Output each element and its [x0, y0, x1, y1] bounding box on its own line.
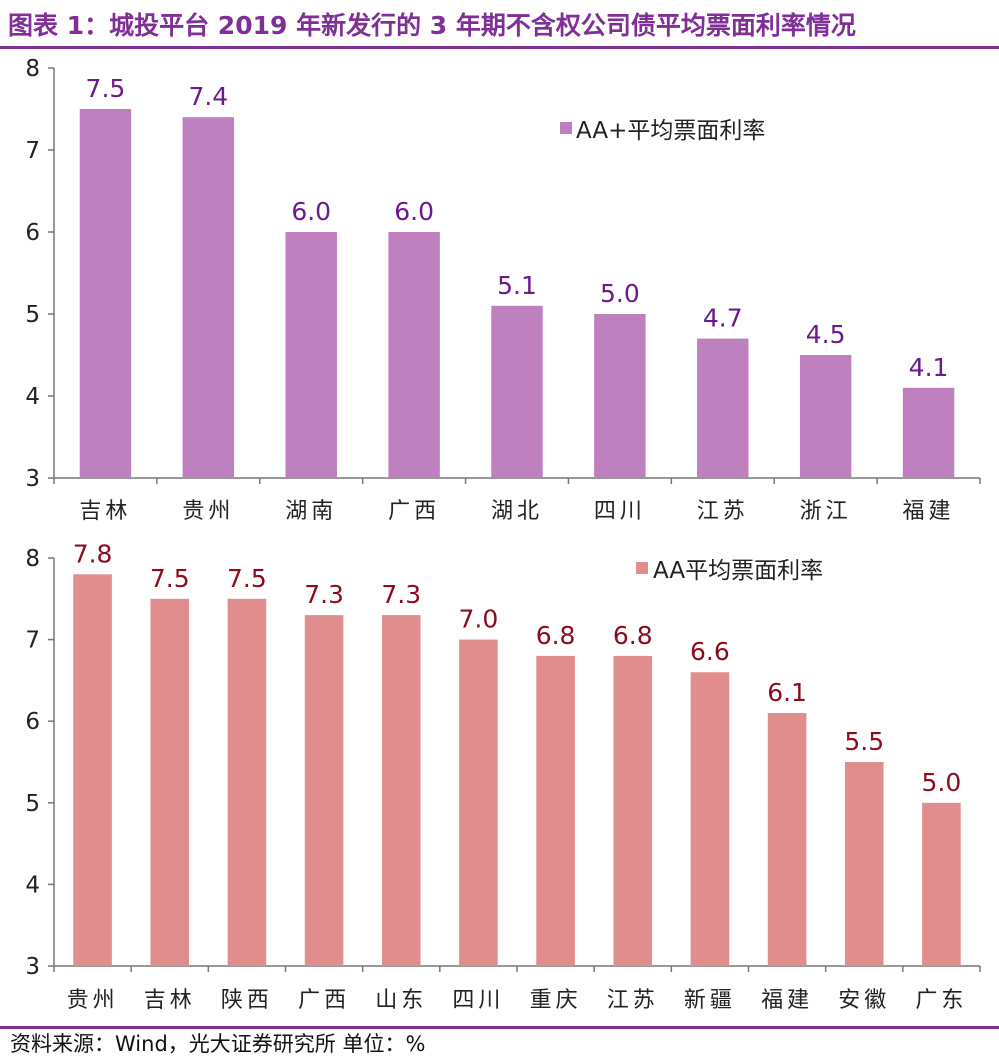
category-label: 江苏 [607, 988, 659, 1013]
y-tick-label: 5 [25, 791, 40, 817]
category-label: 陕西 [221, 988, 273, 1013]
data-label: 6.8 [536, 621, 576, 650]
bar [690, 672, 730, 966]
data-label: 4.1 [909, 353, 949, 382]
category-label: 贵州 [67, 988, 119, 1013]
source-note: 资料来源：Wind，光大证券研究所 单位：% [10, 1032, 426, 1056]
category-label: 安徽 [838, 988, 890, 1013]
y-tick-label: 4 [25, 872, 40, 898]
y-tick-label: 3 [25, 466, 40, 492]
data-label: 7.4 [188, 82, 228, 111]
bar [844, 762, 884, 966]
category-label: 江苏 [697, 499, 749, 524]
data-label: 5.0 [922, 768, 962, 797]
data-label: 5.1 [497, 271, 537, 300]
bar [459, 639, 498, 966]
y-tick-label: 7 [25, 138, 40, 164]
category-label: 重庆 [530, 988, 582, 1013]
bar [613, 655, 653, 966]
bar [304, 615, 344, 966]
figure-title: 图表 1：城投平台 2019 年新发行的 3 年期不含权公司债平均票面利率情况 [8, 11, 856, 40]
bar [73, 574, 112, 966]
data-label: 6.8 [613, 621, 653, 650]
data-label: 6.0 [394, 197, 434, 226]
y-tick-label: 6 [25, 220, 40, 246]
data-label: 5.5 [844, 727, 884, 756]
title-rule [0, 46, 999, 49]
data-label: 7.8 [73, 539, 113, 568]
chart-aa: 3 4 5 6 7 8 7.8 贵州 7.5 吉林 7.5 陕西 7.3 广西 7.3 山东 7.0 四川 6.8 重… [25, 539, 981, 1013]
category-label: 吉林 [144, 988, 196, 1013]
data-label: 7.3 [381, 580, 421, 609]
category-label: 山东 [375, 988, 427, 1013]
legend-label: AA平均票面利率 [653, 558, 823, 584]
data-label: 4.5 [806, 320, 846, 349]
data-label: 6.6 [690, 637, 730, 666]
data-label: 7.5 [150, 564, 190, 593]
bar [799, 355, 852, 478]
category-label: 新疆 [684, 988, 736, 1013]
category-label: 湖北 [491, 499, 543, 524]
category-label: 贵州 [182, 499, 234, 524]
category-label: 吉林 [79, 499, 131, 524]
bar [150, 598, 190, 966]
legend-swatch [560, 122, 572, 134]
data-label: 7.0 [459, 605, 499, 634]
y-tick-label: 6 [25, 709, 40, 735]
data-label: 7.3 [304, 580, 344, 609]
category-label: 广西 [388, 499, 440, 524]
chart-aa-plus: 3 4 5 6 7 8 7.5 吉林 7.4 贵州 6.0 湖南 6.0 广西 5.1 湖北 5.0 四川 4.7 江… [25, 56, 981, 524]
category-label: 湖南 [285, 499, 337, 524]
y-tick-label: 7 [25, 628, 40, 654]
legend-swatch [636, 562, 648, 574]
source-rule [0, 1026, 999, 1029]
category-label: 广东 [915, 988, 967, 1013]
bar [285, 232, 337, 478]
bar [536, 655, 575, 966]
y-tick-label: 3 [25, 954, 40, 980]
data-label: 6.0 [291, 197, 331, 226]
data-label: 6.1 [767, 678, 807, 707]
bar [902, 387, 955, 478]
bar [227, 598, 267, 966]
bar [922, 802, 961, 966]
category-label: 广西 [298, 988, 350, 1013]
data-label: 5.0 [600, 279, 640, 308]
legend-label: AA+平均票面利率 [576, 118, 765, 144]
bar [594, 314, 646, 478]
data-label: 7.5 [86, 74, 126, 103]
bar [79, 109, 132, 478]
category-label: 福建 [903, 499, 955, 524]
bar [697, 338, 749, 478]
category-label: 四川 [594, 499, 646, 524]
category-label: 福建 [761, 988, 813, 1013]
y-tick-label: 4 [25, 384, 40, 410]
data-label: 4.7 [703, 304, 743, 333]
bar [381, 615, 421, 966]
bar [182, 117, 235, 478]
category-label: 四川 [452, 988, 504, 1013]
bar [388, 232, 440, 478]
bar [491, 305, 543, 478]
y-tick-label: 5 [25, 302, 40, 328]
bar [767, 713, 807, 966]
category-label: 浙江 [800, 499, 852, 524]
data-label: 7.5 [227, 564, 267, 593]
y-tick-label: 8 [25, 546, 40, 572]
y-tick-label: 8 [25, 56, 40, 82]
